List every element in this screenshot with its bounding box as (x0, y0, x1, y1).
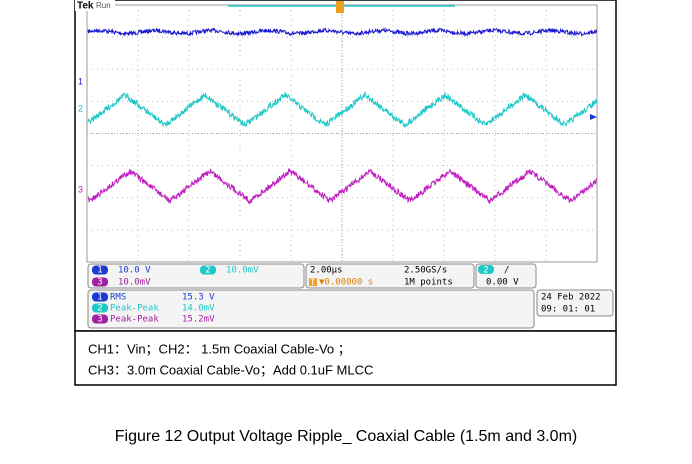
trace (87, 26, 597, 38)
position-badge-bg (309, 278, 317, 286)
ch-marker: 3 (78, 184, 83, 194)
channel-badge-bg (92, 265, 108, 275)
note-box (74, 330, 617, 386)
trigger-badge-bg (478, 265, 494, 274)
measure-badge: 3 (97, 315, 102, 325)
trigger-level: 0.00 V (486, 278, 519, 288)
measure-badge-bg (92, 292, 108, 302)
time: 09: 01: 01 (541, 305, 595, 315)
channel-badge-bg (92, 277, 108, 287)
measure-badge-bg (92, 314, 108, 324)
channel-scale: 10.0mV (118, 278, 151, 288)
trigger-slope: / (504, 266, 509, 276)
measure-value: 14.0mV (182, 304, 215, 314)
record-length: 1M points (404, 278, 453, 288)
channel-badge: 3 (97, 278, 102, 288)
note-line: CH3：3.0m Coaxial Cable-Vo；Add 0.1uF MLCC (88, 362, 373, 378)
measure-name: Peak-Peak (110, 304, 159, 314)
trigger-level-arrow (590, 114, 597, 120)
status: Run (96, 1, 111, 10)
channel-badge: 2 (205, 266, 210, 276)
measure-name: RMS (110, 293, 126, 303)
measure-badge: 2 (97, 304, 102, 314)
position-badge: T (310, 278, 316, 288)
channel-scale: 10.0 V (118, 266, 151, 276)
sample-rate: 2.50GS/s (404, 266, 447, 276)
figure-caption: Figure 12 Output Voltage Ripple_ Coaxial… (115, 428, 577, 445)
position: ▼0.00000 s (319, 278, 373, 288)
measure-badge: 1 (97, 293, 102, 303)
settings-panel (87, 263, 305, 289)
channel-badge-bg (200, 265, 216, 275)
ch-marker: 1 (78, 76, 83, 86)
timebase-panel (305, 263, 475, 289)
status-bg (75, 0, 115, 11)
channel-badge: 1 (97, 266, 102, 276)
ch-marker: 2 (78, 103, 83, 113)
date-panel (536, 289, 614, 317)
brand: Tek (77, 1, 94, 12)
trace (87, 168, 597, 205)
trigger-marker (336, 1, 344, 13)
date: 24 Feb 2022 (541, 293, 601, 303)
measure-badge-bg (92, 303, 108, 313)
horizontal-scale: 2.00µs (310, 266, 343, 276)
trigger-source: 2 (483, 266, 488, 276)
measure-panel (87, 289, 535, 329)
channel-scale: 10.0mV (226, 266, 259, 276)
trace (87, 90, 597, 128)
measure-value: 15.2mV (182, 315, 215, 325)
waveforms (87, 26, 597, 205)
panels: 1 10.0 V 2 10.0mV 3 10.0mV 1 RMS 15.3 V 2 Peak-Pea… (92, 265, 259, 325)
note-line: CH1：Vin；CH2： 1.5m Coaxial Cable-Vo ； (88, 341, 351, 357)
measure-value: 15.3 V (182, 293, 215, 303)
measure-name: Peak-Peak (110, 315, 159, 325)
